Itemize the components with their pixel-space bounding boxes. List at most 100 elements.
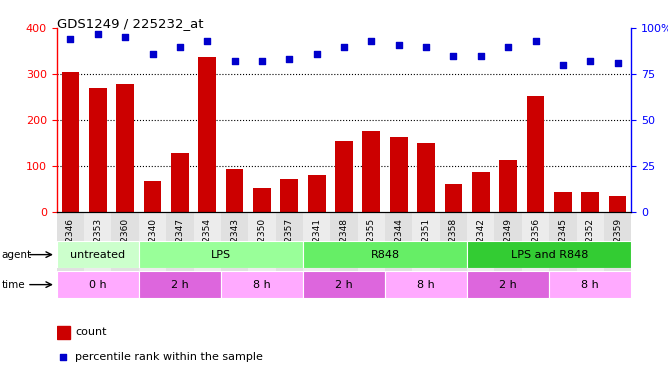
- Bar: [418, 143, 435, 212]
- Bar: [472, 172, 490, 212]
- Bar: [494, 28, 522, 212]
- Text: 8 h: 8 h: [253, 280, 271, 290]
- Bar: [166, 212, 194, 282]
- Text: percentile rank within the sample: percentile rank within the sample: [75, 352, 263, 362]
- Bar: [139, 271, 221, 298]
- Bar: [57, 241, 139, 268]
- Bar: [57, 326, 70, 339]
- Bar: [276, 212, 303, 282]
- Point: [284, 56, 295, 62]
- Bar: [61, 72, 79, 212]
- Bar: [303, 212, 331, 282]
- Text: LPS: LPS: [211, 250, 231, 259]
- Bar: [84, 212, 112, 282]
- Bar: [335, 141, 353, 212]
- Bar: [331, 28, 357, 212]
- Point: [558, 62, 568, 68]
- Bar: [549, 28, 576, 212]
- Bar: [139, 28, 166, 212]
- Point: [257, 58, 267, 64]
- Bar: [390, 137, 407, 212]
- Bar: [248, 212, 276, 282]
- Point: [120, 34, 130, 40]
- Bar: [194, 28, 221, 212]
- Bar: [467, 28, 494, 212]
- Point: [311, 51, 322, 57]
- Bar: [139, 212, 166, 282]
- Text: 2 h: 2 h: [335, 280, 353, 290]
- Bar: [221, 212, 248, 282]
- Bar: [112, 28, 139, 212]
- Bar: [194, 212, 221, 282]
- Text: 2 h: 2 h: [499, 280, 517, 290]
- Bar: [385, 212, 412, 282]
- Bar: [385, 271, 467, 298]
- Bar: [494, 212, 522, 282]
- Bar: [549, 212, 576, 282]
- Bar: [604, 212, 631, 282]
- Bar: [166, 28, 194, 212]
- Text: untreated: untreated: [70, 250, 126, 259]
- Bar: [331, 212, 357, 282]
- Bar: [57, 212, 84, 282]
- Bar: [221, 271, 303, 298]
- Point: [58, 354, 69, 360]
- Bar: [576, 212, 604, 282]
- Bar: [221, 28, 248, 212]
- Point: [530, 38, 541, 44]
- Bar: [467, 271, 549, 298]
- Bar: [363, 132, 380, 212]
- Bar: [385, 28, 412, 212]
- Point: [339, 44, 349, 50]
- Bar: [276, 28, 303, 212]
- Bar: [248, 28, 276, 212]
- Bar: [440, 28, 467, 212]
- Bar: [226, 169, 243, 212]
- Text: count: count: [75, 327, 107, 338]
- Text: 8 h: 8 h: [418, 280, 435, 290]
- Bar: [522, 212, 549, 282]
- Text: LPS and R848: LPS and R848: [510, 250, 588, 259]
- Point: [147, 51, 158, 57]
- Text: agent: agent: [1, 250, 31, 259]
- Bar: [412, 212, 440, 282]
- Bar: [467, 212, 494, 282]
- Bar: [303, 241, 467, 268]
- Point: [366, 38, 377, 44]
- Bar: [499, 160, 517, 212]
- Bar: [198, 57, 216, 212]
- Point: [174, 44, 185, 50]
- Bar: [445, 184, 462, 212]
- Bar: [171, 153, 189, 212]
- Bar: [522, 28, 549, 212]
- Point: [65, 36, 75, 42]
- Bar: [57, 271, 139, 298]
- Text: 8 h: 8 h: [581, 280, 599, 290]
- Point: [476, 53, 486, 59]
- Point: [202, 38, 212, 44]
- Bar: [357, 28, 385, 212]
- Point: [393, 42, 404, 48]
- Point: [448, 53, 459, 59]
- Bar: [303, 28, 331, 212]
- Point: [585, 58, 596, 64]
- Point: [503, 44, 514, 50]
- Bar: [112, 212, 139, 282]
- Bar: [144, 181, 162, 212]
- Bar: [526, 96, 544, 212]
- Bar: [89, 88, 107, 212]
- Point: [229, 58, 240, 64]
- Bar: [303, 271, 385, 298]
- Text: 0 h: 0 h: [89, 280, 107, 290]
- Text: 2 h: 2 h: [171, 280, 189, 290]
- Bar: [467, 241, 631, 268]
- Point: [92, 31, 103, 37]
- Bar: [576, 28, 604, 212]
- Text: time: time: [1, 280, 25, 290]
- Bar: [281, 179, 298, 212]
- Bar: [116, 84, 134, 212]
- Bar: [581, 192, 599, 212]
- Bar: [57, 28, 84, 212]
- Text: R848: R848: [371, 250, 399, 259]
- Bar: [440, 212, 467, 282]
